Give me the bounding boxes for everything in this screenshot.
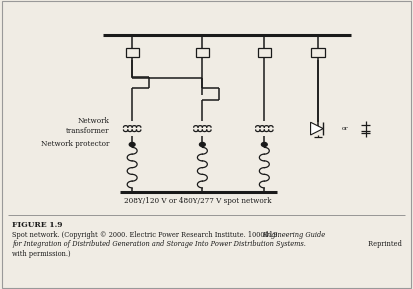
Text: FIGURE 1.9: FIGURE 1.9 xyxy=(12,221,63,229)
Text: Network protector: Network protector xyxy=(41,140,109,149)
Text: Reprinted: Reprinted xyxy=(366,240,401,248)
Bar xyxy=(196,48,209,57)
Circle shape xyxy=(199,142,205,147)
Text: 208Y/120 V or 480Y/277 V spot network: 208Y/120 V or 480Y/277 V spot network xyxy=(124,197,272,205)
Text: Engineering Guide: Engineering Guide xyxy=(262,231,325,239)
Text: Spot network. (Copyright © 2000. Electric Power Research Institute. 1000419.: Spot network. (Copyright © 2000. Electri… xyxy=(12,231,282,239)
Bar xyxy=(258,48,271,57)
Polygon shape xyxy=(311,122,323,135)
Bar xyxy=(311,48,325,57)
Circle shape xyxy=(129,142,135,147)
Text: Network
transformer: Network transformer xyxy=(66,117,109,135)
Circle shape xyxy=(261,142,267,147)
Text: for Integration of Distributed Generation and Storage Into Power Distribution Sy: for Integration of Distributed Generatio… xyxy=(12,240,306,248)
Text: or: or xyxy=(342,126,348,131)
Text: with permission.): with permission.) xyxy=(12,250,71,257)
Bar xyxy=(126,48,139,57)
